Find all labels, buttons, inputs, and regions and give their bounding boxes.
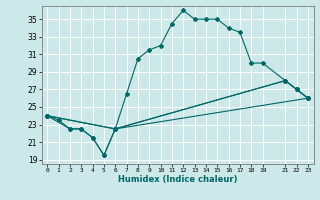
- X-axis label: Humidex (Indice chaleur): Humidex (Indice chaleur): [118, 175, 237, 184]
